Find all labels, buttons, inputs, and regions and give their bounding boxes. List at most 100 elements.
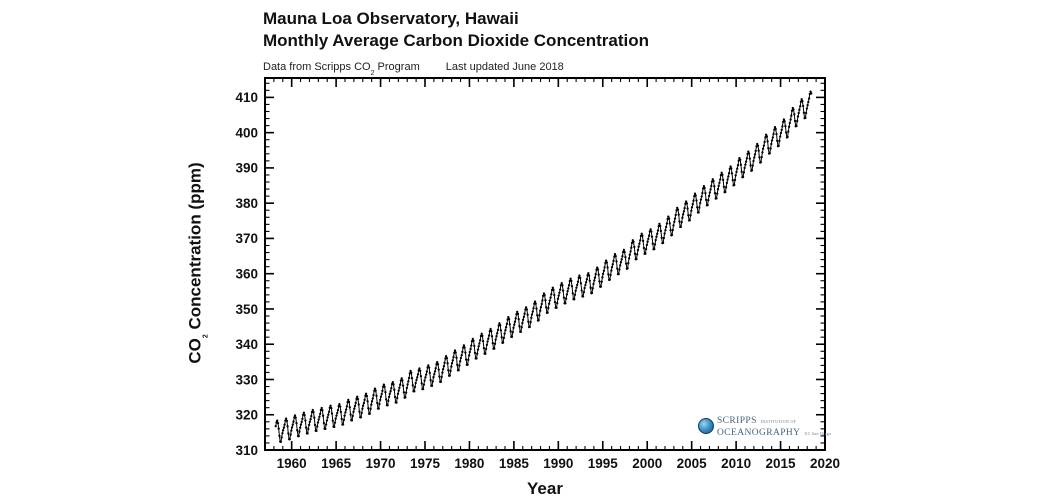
co2-monthly-point [349, 413, 352, 416]
co2-monthly-point [455, 356, 458, 359]
co2-monthly-point [418, 367, 421, 370]
co2-monthly-point [744, 163, 747, 166]
co2-monthly-point [605, 261, 609, 264]
y-axis-label: CO2 Concentration (ppm) [185, 162, 209, 363]
co2-monthly-point [356, 395, 359, 398]
co2-monthly-point [550, 293, 553, 296]
co2-monthly-point [585, 278, 589, 281]
co2-monthly-point [719, 178, 722, 181]
x-tick-label: 1965 [321, 456, 352, 471]
co2-monthly-point [641, 234, 644, 237]
co2-monthly-point [667, 217, 671, 220]
co2-monthly-point [406, 383, 409, 386]
co2-monthly-point [376, 401, 379, 405]
co2-monthly-point [347, 400, 351, 404]
x-tick-label: 2005 [677, 456, 708, 471]
co2-monthly-point [724, 186, 728, 189]
co2-monthly-point [282, 426, 286, 429]
co2-monthly-point [590, 291, 594, 295]
co2-monthly-point [747, 152, 751, 155]
co2-monthly-point [713, 191, 717, 195]
co2-monthly-point [564, 297, 568, 300]
co2-monthly-point [630, 246, 633, 249]
co2-monthly-point [516, 310, 519, 314]
co2-monthly-point [616, 267, 619, 270]
co2-monthly-point [633, 252, 637, 255]
co2-monthly-point [519, 330, 523, 333]
co2-monthly-point [708, 191, 711, 194]
co2-monthly-point [681, 216, 684, 219]
co2-monthly-point [469, 347, 472, 351]
subtitle-last-updated: Last updated June 2018 [445, 61, 564, 73]
co2-monthly-point [627, 262, 630, 265]
co2-monthly-point [725, 181, 729, 185]
co2-monthly-point [402, 391, 406, 394]
co2-monthly-point [453, 349, 457, 352]
co2-monthly-point [348, 406, 351, 409]
co2-monthly-point [637, 245, 640, 248]
x-tick-label: 2010 [721, 456, 751, 471]
co2-monthly-point [752, 159, 755, 163]
co2-monthly-point [793, 113, 796, 116]
co2-monthly-point [712, 180, 715, 183]
co2-monthly-point [357, 403, 360, 406]
y-tick-label: 380 [235, 196, 258, 211]
co2-monthly-point [730, 172, 734, 175]
co2-monthly-point [336, 411, 339, 415]
co2-monthly-point [664, 228, 667, 232]
co2-monthly-point [369, 407, 372, 411]
co2-monthly-point [781, 125, 784, 128]
co2-monthly-point [424, 376, 427, 379]
co2-monthly-point [606, 266, 609, 269]
co2-monthly-point [446, 362, 449, 365]
co2-monthly-point [556, 301, 559, 305]
co2-monthly-point [318, 415, 321, 419]
co2-monthly-point [543, 294, 546, 297]
co2-monthly-point [674, 213, 677, 217]
co2-monthly-point [404, 396, 407, 399]
co2-monthly-point [283, 423, 286, 426]
co2-monthly-point [664, 225, 668, 229]
co2-monthly-point [390, 387, 393, 390]
co2-monthly-point [420, 382, 423, 385]
co2-monthly-point [570, 279, 573, 283]
co2-monthly-point [464, 358, 468, 361]
co2-monthly-point [529, 321, 532, 324]
co2-monthly-point [404, 391, 408, 394]
co2-monthly-point [676, 208, 680, 211]
co2-monthly-point [396, 392, 400, 395]
co2-monthly-point [351, 414, 354, 418]
co2-monthly-point [405, 386, 409, 390]
y-tick-label: 310 [235, 443, 258, 458]
co2-monthly-point [277, 427, 280, 430]
x-tick-label: 1970 [366, 456, 396, 471]
co2-monthly-point [749, 164, 752, 167]
co2-monthly-point [665, 222, 669, 225]
y-tick-label: 370 [235, 231, 258, 246]
co2-monthly-point [301, 417, 304, 421]
co2-monthly-point [739, 163, 743, 166]
co2-monthly-point [780, 128, 783, 132]
co2-monthly-point [307, 427, 310, 431]
co2-monthly-point [775, 132, 778, 136]
co2-monthly-point [779, 131, 783, 135]
co2-monthly-point [431, 380, 434, 383]
co2-monthly-point [302, 411, 306, 414]
co2-monthly-point [489, 327, 492, 331]
co2-monthly-point [461, 350, 464, 354]
co2-monthly-point [767, 147, 770, 150]
co2-monthly-point [685, 202, 689, 205]
co2-monthly-point [330, 406, 333, 410]
co2-monthly-point [475, 357, 478, 360]
co2-monthly-point [784, 131, 788, 134]
co2-monthly-point [307, 423, 311, 427]
co2-monthly-point [673, 217, 677, 220]
co2-monthly-point [409, 369, 412, 373]
co2-monthly-point [718, 181, 721, 185]
co2-monthly-point [786, 135, 789, 139]
co2-monthly-point [485, 343, 489, 346]
co2-monthly-point [339, 410, 343, 414]
co2-monthly-point [793, 119, 797, 123]
co2-monthly-point [589, 286, 592, 289]
scripps-logo-line1-small: INSTITUTION OF [760, 419, 797, 424]
